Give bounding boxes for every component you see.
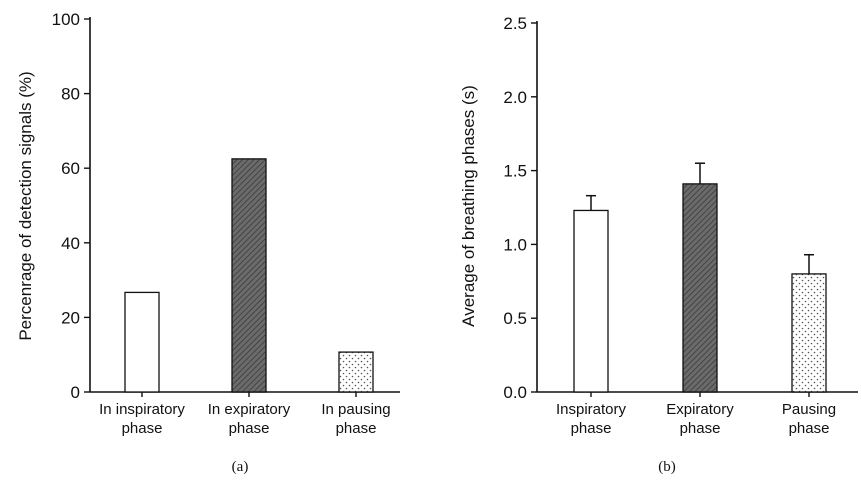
panel-b-y-tick-label: 1.0 — [503, 235, 527, 254]
panel-a-y-tick-label: 20 — [61, 308, 80, 327]
panel-a-bar — [231, 158, 267, 393]
panel-a-y-tick-label: 0 — [71, 383, 80, 402]
panel-a-category-label: In expiratory — [208, 401, 291, 418]
panel-a-y-tick-label: 80 — [61, 85, 80, 104]
panel-a-y-tick-label: 100 — [52, 10, 80, 29]
panel-b-bar — [791, 273, 827, 393]
panel-a-bar — [124, 291, 160, 393]
panel-a-caption: (a) — [232, 459, 249, 475]
panel-b-category-label: phase — [571, 420, 612, 437]
panel-b-category-label: phase — [789, 420, 830, 437]
panel-a-category-label: In inspiratory — [99, 401, 185, 418]
panel-b-bar — [573, 209, 609, 393]
chart-panel-b: 0.0 0.5 1.0 1.5 2.0 2.5 Inspiratory phase Expira… — [459, 14, 858, 475]
panel-b-y-axis-title: Average of breathing phases (s) — [459, 85, 478, 327]
panel-b-marks: 0.0 0.5 1.0 1.5 2.0 2.5 Inspiratory phase Expira… — [503, 14, 858, 437]
panel-b-y-tick-label: 2.0 — [503, 88, 527, 107]
panel-b-y-tick-label: 0.5 — [503, 309, 527, 328]
panel-a-category-label: In pausing — [321, 401, 390, 418]
panel-b-y-tick-label: 0.0 — [503, 383, 527, 402]
panel-a-y-axis-title: Percenrage of detection signals (%) — [16, 71, 35, 340]
panel-a-category-label: phase — [229, 420, 270, 437]
panel-a-y-tick-label: 40 — [61, 234, 80, 253]
panel-b-category-label: Inspiratory — [556, 401, 627, 418]
panel-b-category-label: phase — [680, 420, 721, 437]
panel-b-bar — [682, 183, 718, 393]
panel-b-category-label: Pausing — [782, 401, 836, 418]
chart-panel-a: 0 20 40 60 80 100 In inspiratory phase In expira… — [16, 10, 400, 475]
panel-a-bar — [338, 351, 374, 393]
panel-a-marks: 0 20 40 60 80 100 In inspiratory phase In expira… — [52, 10, 400, 437]
panel-b-category-label: Expiratory — [666, 401, 734, 418]
panel-a-y-tick-label: 60 — [61, 159, 80, 178]
panel-a-category-label: phase — [122, 420, 163, 437]
panel-b-y-tick-label: 2.5 — [503, 14, 527, 33]
panel-b-caption: (b) — [658, 459, 676, 475]
panel-b-y-tick-label: 1.5 — [503, 162, 527, 181]
panel-a-category-label: phase — [336, 420, 377, 437]
